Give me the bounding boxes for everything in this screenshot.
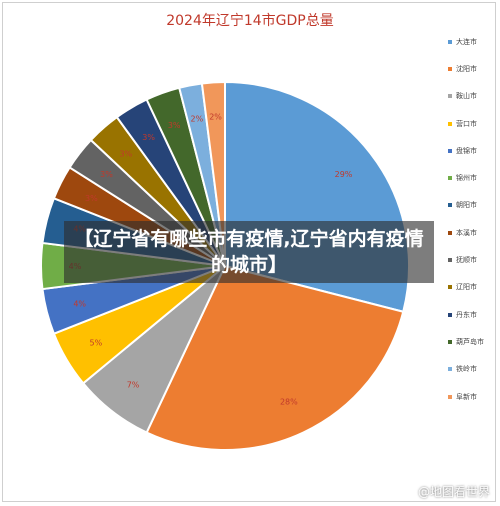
pie-slice-label-8: 3%	[85, 194, 98, 203]
legend-swatch	[448, 258, 452, 263]
legend-swatch	[448, 339, 452, 344]
legend-swatch	[448, 285, 452, 290]
pie-slice-14	[200, 80, 226, 267]
legend-item-14: 阜新市	[448, 383, 500, 410]
legend-item-1: 大连市	[448, 28, 500, 55]
legend-item-9: 抚顺市	[448, 246, 500, 273]
legend-item-5: 盘锦市	[448, 137, 500, 164]
legend-label: 营口市	[456, 119, 477, 128]
legend-item-7: 朝阳市	[448, 192, 500, 219]
pie-slice-label-2: 28%	[280, 398, 298, 407]
legend-label: 阜新市	[456, 392, 477, 401]
legend-item-6: 锦州市	[448, 164, 500, 191]
pie-slice-label-3: 7%	[127, 381, 140, 390]
legend-label: 盘锦市	[456, 146, 477, 155]
legend-swatch	[448, 121, 452, 126]
legend-label: 鞍山市	[456, 92, 477, 101]
pie-slice-label-13: 2%	[191, 115, 204, 124]
legend-label: 本溪市	[456, 228, 477, 237]
legend-swatch	[448, 394, 452, 399]
legend-swatch	[448, 203, 452, 208]
pie-slice-label-11: 3%	[142, 133, 155, 142]
legend-swatch	[448, 230, 452, 235]
legend-swatch	[448, 176, 452, 181]
legend-label: 辽阳市	[456, 283, 477, 292]
legend-item-4: 营口市	[448, 110, 500, 137]
headline-text: 【辽宁省有哪些市有疫情,辽宁省内有疫情的城市】	[74, 228, 424, 276]
pie-slice-label-1: 29%	[335, 170, 353, 179]
legend-swatch	[448, 312, 452, 317]
legend-label: 铁岭市	[456, 365, 477, 374]
legend-item-12: 葫芦岛市	[448, 328, 500, 355]
pie-slice-label-9: 3%	[100, 170, 113, 179]
legend-label: 大连市	[456, 37, 477, 46]
chart-title: 2024年辽宁14市GDP总量	[166, 13, 334, 29]
legend-swatch	[448, 66, 452, 71]
legend-item-13: 铁岭市	[448, 356, 500, 383]
legend-label: 丹东市	[456, 310, 477, 319]
legend-label: 葫芦岛市	[456, 337, 484, 346]
legend-swatch	[448, 367, 452, 372]
legend-label: 抚顺市	[456, 256, 477, 265]
legend-label: 沈阳市	[456, 64, 477, 73]
legend-swatch	[448, 94, 452, 99]
legend-item-10: 辽阳市	[448, 274, 500, 301]
legend-label: 朝阳市	[456, 201, 477, 210]
pie-slice-label-14: 2%	[209, 112, 222, 121]
legend-item-3: 鞍山市	[448, 83, 500, 110]
legend-item-8: 本溪市	[448, 219, 500, 246]
legend-swatch	[448, 148, 452, 153]
legend-swatch	[448, 39, 452, 44]
pie-slice-label-10: 3%	[119, 149, 132, 158]
pie-slice-label-5: 4%	[73, 299, 86, 308]
pie-slice-2	[145, 264, 405, 451]
watermark: @地图看世界	[417, 485, 490, 499]
chart-legend: 大连市沈阳市鞍山市营口市盘锦市锦州市朝阳市本溪市抚顺市辽阳市丹东市葫芦岛市铁岭市…	[448, 28, 500, 410]
pie-slice-label-12: 3%	[168, 121, 181, 130]
legend-item-11: 丹东市	[448, 301, 500, 328]
pie-slice-label-4: 5%	[90, 338, 103, 347]
legend-item-2: 沈阳市	[448, 55, 500, 82]
headline-banner: 【辽宁省有哪些市有疫情,辽宁省内有疫情的城市】	[64, 221, 434, 283]
legend-label: 锦州市	[456, 174, 477, 183]
